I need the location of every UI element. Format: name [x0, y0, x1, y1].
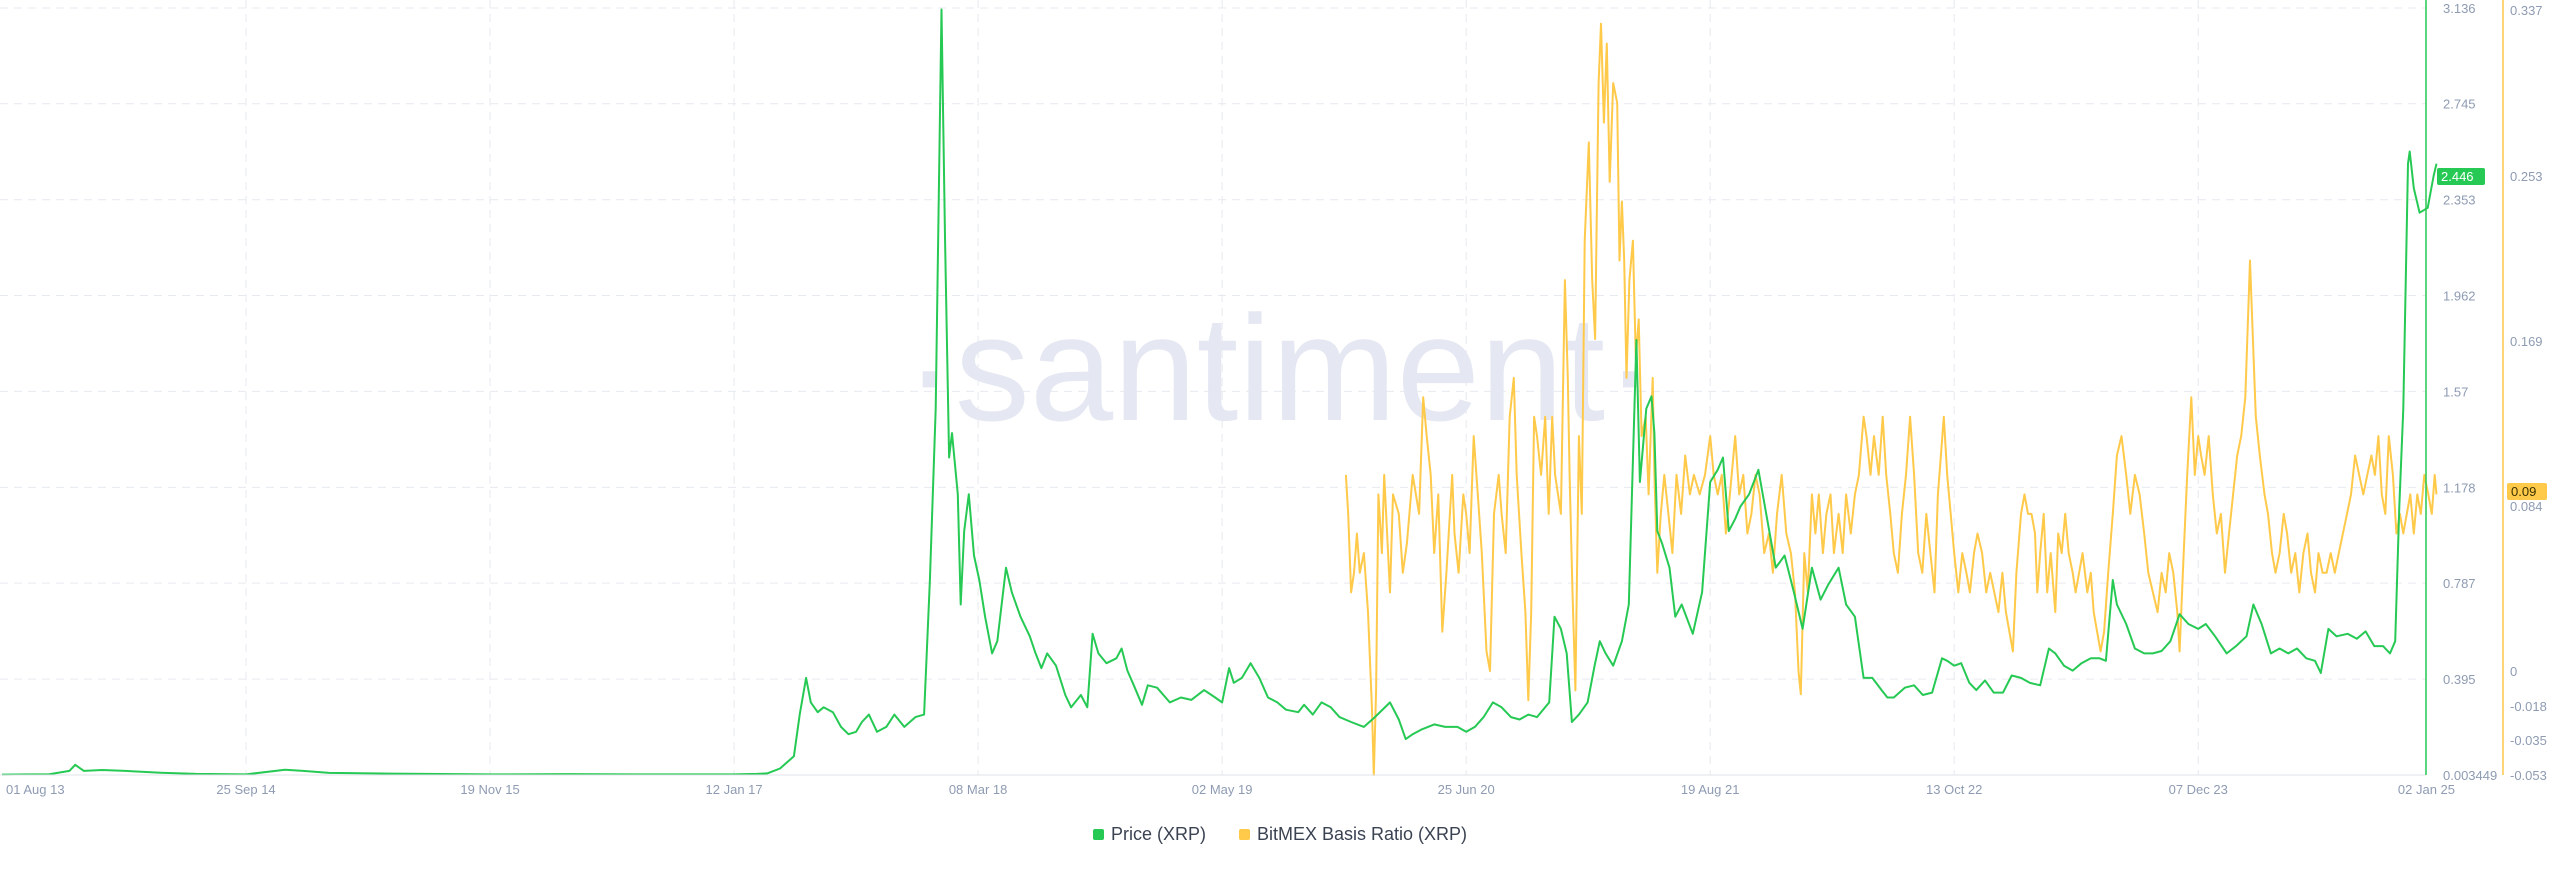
y-right-tick: -0.035 — [2510, 733, 2547, 748]
x-tick: 19 Aug 21 — [1681, 782, 1740, 797]
y-left-tick: 1.962 — [2443, 288, 2476, 303]
x-tick: 19 Nov 15 — [460, 782, 519, 797]
basis-current-badge: 0.09 — [2507, 483, 2547, 500]
legend-swatch-price — [1092, 829, 1104, 840]
y-left-tick: 2.353 — [2443, 193, 2476, 208]
y-left-tick: 0.003449 — [2443, 768, 2497, 783]
y-left-tick: 0.395 — [2443, 672, 2476, 687]
y-left-tick: 1.178 — [2443, 480, 2476, 495]
y-left-tick: 2.745 — [2443, 97, 2476, 112]
series-layer — [1, 8, 2438, 776]
y-right-tick: -0.053 — [2510, 768, 2547, 783]
price-current-badge: 2.446 — [2437, 167, 2485, 185]
legend-swatch-basis — [1238, 829, 1250, 840]
basis-current-badge-text: 0.09 — [2511, 484, 2536, 499]
price-current-badge-bg — [2437, 167, 2485, 185]
x-tick: 01 Aug 13 — [6, 782, 65, 797]
legend-label-basis: BitMEX Basis Ratio (XRP) — [1256, 824, 1468, 844]
series-line-price — [1, 8, 2438, 776]
y-left-tick: 1.57 — [2443, 384, 2468, 399]
legend-item-basis[interactable]: BitMEX Basis Ratio (XRP) — [1238, 824, 1468, 845]
y-right-tick: -0.018 — [2510, 699, 2547, 714]
x-tick: 25 Jun 20 — [1438, 782, 1495, 797]
series-line-basis-ratio — [1344, 22, 2438, 776]
y-right-tick: 0.253 — [2510, 169, 2543, 184]
axes: 3.136 2.745 2.353 1.962 1.57 1.178 0.787 0.395 0… — [0, 0, 2547, 797]
x-tick: 13 Oct 22 — [1926, 782, 1982, 797]
x-tick: 07 Dec 23 — [2169, 782, 2228, 797]
y-right-tick: 0 — [2510, 664, 2517, 679]
x-tick: 02 Jan 25 — [2398, 782, 2455, 797]
y-right-tick: 0.084 — [2510, 499, 2543, 514]
x-tick: 25 Sep 14 — [216, 782, 275, 797]
legend-label-price: Price (XRP) — [1110, 824, 1206, 844]
x-tick: 12 Jan 17 — [706, 782, 763, 797]
y-right-tick: 0.337 — [2510, 3, 2543, 18]
y-right-tick: 0.169 — [2510, 334, 2543, 349]
x-tick: 02 May 19 — [1192, 782, 1253, 797]
x-tick: 08 Mar 18 — [949, 782, 1008, 797]
y-left-tick: 3.136 — [2443, 1, 2476, 16]
legend-item-price[interactable]: Price (XRP) — [1092, 824, 1206, 845]
legend: Price (XRP) BitMEX Basis Ratio (XRP) — [0, 824, 2560, 845]
y-left-tick: 0.787 — [2443, 576, 2476, 591]
watermark: ·santiment· — [905, 284, 1655, 452]
basis-current-badge-bg — [2507, 483, 2547, 500]
price-current-badge-text: 2.446 — [2441, 169, 2474, 184]
